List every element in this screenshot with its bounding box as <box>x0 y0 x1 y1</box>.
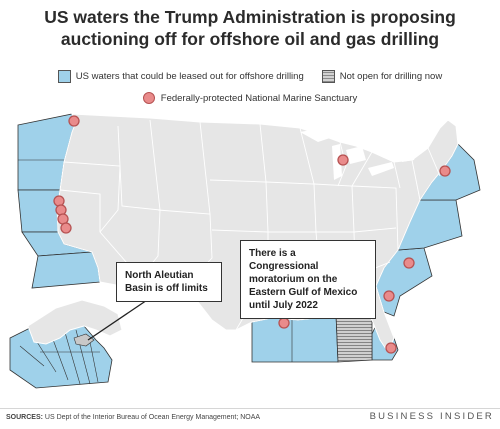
sanctuary-thunder-bay <box>337 154 349 166</box>
leasable-swatch <box>57 70 71 83</box>
legend-item-leasable: US waters that could be leased out for o… <box>57 70 304 83</box>
footer-divider <box>0 408 500 409</box>
sanctuary-olympic-coast <box>68 115 80 127</box>
western-gulf-planning-area <box>251 313 339 363</box>
page-title: US waters the Trump Administration is pr… <box>0 6 500 50</box>
marine-sanctuaries <box>53 115 451 354</box>
title-line-1: US waters the Trump Administration is pr… <box>44 7 456 27</box>
legend-row-2: Federally-protected National Marine Sanc… <box>0 92 500 104</box>
sources-label: SOURCES: <box>6 414 43 421</box>
sanctuary-grays-reef <box>383 290 395 302</box>
closed-label: Not open for drilling now <box>339 71 443 82</box>
sanctuary-florida-keys <box>385 342 397 354</box>
great-lakes <box>300 128 416 180</box>
sanctuary-stellwagen-bank <box>439 165 451 177</box>
eastern-gulf-callout: There is a Congressional moratorium on t… <box>240 240 376 319</box>
legend-row-1: US waters that could be leased out for o… <box>0 70 500 83</box>
legend-item-closed: Not open for drilling now <box>321 70 443 83</box>
aleutian-callout: North Aleutian Basin is off limits <box>116 262 222 302</box>
closed-swatch <box>321 70 335 83</box>
alaska-land <box>27 299 123 345</box>
northern-california-planning-area <box>17 189 61 233</box>
sanctuary-swatch <box>142 92 155 104</box>
sanctuary-greater-farallones <box>55 204 67 216</box>
sanctuary-label: Federally-protected National Marine Sanc… <box>160 92 358 104</box>
sanctuary-monitor <box>403 257 415 269</box>
sanctuary-monterey-bay-south <box>60 222 72 234</box>
leasable-label: US waters that could be leased out for o… <box>75 71 304 82</box>
sources-text: US Dept of the Interior Bureau of Ocean … <box>44 414 261 421</box>
title-line-2: auctioning off for offshore oil and gas … <box>60 29 440 49</box>
sources-note: SOURCES: US Dept of the Interior Bureau … <box>6 414 260 421</box>
brand-logo: BUSINESS INSIDER <box>369 411 494 422</box>
north-aleutian-basin-closed <box>73 333 95 347</box>
sanctuary-cordell-bank <box>53 195 65 207</box>
legend-item-sanctuary: Federally-protected National Marine Sanc… <box>142 92 358 104</box>
sanctuary-flower-garden-banks <box>278 317 290 329</box>
southern-california-planning-area <box>31 251 101 289</box>
